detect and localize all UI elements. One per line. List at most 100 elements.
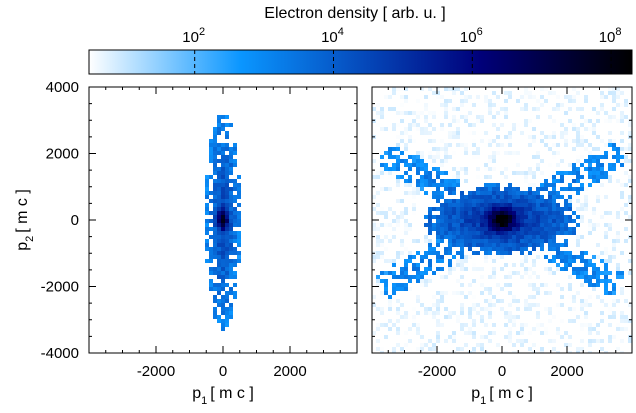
density-cell (608, 115, 612, 119)
density-cell (225, 171, 229, 175)
density-cell (217, 227, 221, 231)
density-cell (440, 159, 444, 163)
density-cell (464, 315, 468, 319)
density-cell (600, 203, 604, 207)
density-cell (233, 183, 237, 187)
density-cell (504, 207, 508, 211)
density-cell (560, 171, 564, 175)
density-cell (404, 119, 408, 123)
density-cell (592, 91, 596, 95)
density-cell (440, 171, 444, 175)
density-cell (440, 315, 444, 319)
density-cell (628, 259, 632, 263)
density-cell (400, 151, 404, 155)
density-cell (432, 159, 436, 163)
density-cell (536, 127, 540, 131)
density-cell (468, 243, 472, 247)
density-cell (612, 255, 616, 259)
density-cell (556, 179, 560, 183)
density-cell (460, 291, 464, 295)
density-cell (225, 251, 229, 255)
density-cell (452, 231, 456, 235)
density-cell (436, 331, 440, 335)
density-cell (504, 99, 508, 103)
density-cell (604, 351, 608, 353)
density-cell (213, 267, 217, 271)
density-cell (412, 295, 416, 299)
density-cell (424, 271, 428, 275)
density-cell (572, 211, 576, 215)
density-cell (520, 251, 524, 255)
density-cell (604, 103, 608, 107)
density-cell (504, 215, 508, 219)
density-cell (468, 135, 472, 139)
density-cell (213, 191, 217, 195)
density-cell (608, 163, 612, 167)
density-cell (480, 303, 484, 307)
density-cell (516, 327, 520, 331)
density-cell (432, 279, 436, 283)
density-cell (432, 315, 436, 319)
density-cell (416, 327, 420, 331)
density-cell (524, 215, 528, 219)
density-cell (540, 139, 544, 143)
density-cell (496, 319, 500, 323)
density-cell (520, 259, 524, 263)
density-cell (408, 291, 412, 295)
density-cell (416, 319, 420, 323)
density-cell (528, 183, 532, 187)
density-cell (492, 239, 496, 243)
density-cell (225, 243, 229, 247)
density-cell (464, 159, 468, 163)
density-cell (580, 323, 584, 327)
density-cell (600, 131, 604, 135)
density-cell (372, 203, 376, 207)
density-cell (221, 251, 225, 255)
density-cell (532, 203, 536, 207)
density-cell (564, 311, 568, 315)
density-cell (452, 211, 456, 215)
density-cell (576, 131, 580, 135)
density-cell (496, 163, 500, 167)
density-cell (404, 259, 408, 263)
density-cell (536, 335, 540, 339)
density-cell (416, 291, 420, 295)
density-cell (432, 207, 436, 211)
density-cell (488, 319, 492, 323)
density-cell (512, 331, 516, 335)
density-cell (512, 263, 516, 267)
density-cell (476, 139, 480, 143)
density-cell (400, 347, 404, 351)
density-cell (392, 107, 396, 111)
density-cell (512, 219, 516, 223)
density-cell (221, 115, 225, 119)
density-cell (476, 327, 480, 331)
density-cell (221, 295, 225, 299)
density-cell (396, 327, 400, 331)
density-cell (488, 275, 492, 279)
density-cell (404, 275, 408, 279)
density-cell (384, 207, 388, 211)
density-cell (500, 203, 504, 207)
density-cell (432, 339, 436, 343)
density-cell (564, 319, 568, 323)
density-cell (508, 243, 512, 247)
density-cell (428, 171, 432, 175)
density-cell (468, 283, 472, 287)
density-cell (221, 147, 225, 151)
density-cell (616, 343, 620, 347)
density-cell (532, 95, 536, 99)
density-cell (628, 339, 632, 343)
density-cell (552, 175, 556, 179)
density-cell (420, 283, 424, 287)
density-cell (484, 207, 488, 211)
density-cell (520, 107, 524, 111)
density-cell (524, 87, 528, 91)
density-cell (396, 175, 400, 179)
density-cell (464, 143, 468, 147)
density-cell (556, 227, 560, 231)
density-cell (608, 139, 612, 143)
density-cell (600, 279, 604, 283)
density-cell (396, 331, 400, 335)
density-cell (217, 239, 221, 243)
